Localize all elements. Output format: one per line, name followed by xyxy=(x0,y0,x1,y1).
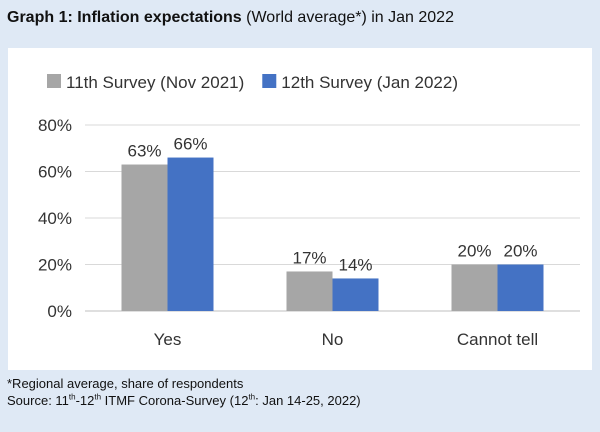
source-note: Source: 11th-12th ITMF Corona-Survey (12… xyxy=(7,392,361,409)
title-bar: Graph 1: Inflation expectations (World a… xyxy=(0,0,600,38)
source-text-2: -12 xyxy=(75,393,95,408)
bar xyxy=(121,164,168,311)
data-label: 63% xyxy=(127,142,161,161)
y-tick-label: 40% xyxy=(38,209,72,228)
source-sup-3: th xyxy=(248,392,256,402)
chart-title-rest: (World average*) in Jan 2022 xyxy=(241,9,454,26)
chart-title-bold: Graph 1: Inflation expectations xyxy=(7,9,242,26)
data-label: 20% xyxy=(457,242,491,261)
bar xyxy=(451,264,498,311)
x-tick-label: No xyxy=(322,330,344,349)
footnote: *Regional average, share of respondents xyxy=(7,376,244,391)
bar xyxy=(497,264,544,311)
footer: *Regional average, share of respondents … xyxy=(7,375,361,409)
legend-swatch xyxy=(47,74,61,88)
source-sup-1: th xyxy=(68,392,76,402)
data-label: 17% xyxy=(292,248,326,267)
data-label: 66% xyxy=(173,135,207,154)
y-tick-label: 60% xyxy=(38,163,72,182)
x-tick-label: Cannot tell xyxy=(457,330,538,349)
chart-title: Graph 1: Inflation expectations (World a… xyxy=(7,9,454,27)
source-text-4: : Jan 14-25, 2022) xyxy=(255,393,361,408)
legend-swatch xyxy=(262,74,277,88)
bar xyxy=(332,278,379,311)
legend-label: 11th Survey (Nov 2021) xyxy=(66,73,244,92)
bar xyxy=(167,157,214,311)
data-label: 20% xyxy=(503,242,537,261)
source-sup-2: th xyxy=(94,392,102,402)
y-tick-label: 20% xyxy=(38,256,72,275)
y-tick-label: 80% xyxy=(38,116,72,135)
source-text-1: Source: 11 xyxy=(7,393,69,408)
legend-label: 12th Survey (Jan 2022) xyxy=(281,73,458,92)
source-text-3: ITMF Corona-Survey (12 xyxy=(101,393,249,408)
y-tick-label: 0% xyxy=(47,302,72,321)
x-tick-label: Yes xyxy=(154,330,182,349)
plot-area xyxy=(8,48,592,370)
data-label: 14% xyxy=(338,255,372,274)
bar xyxy=(286,271,333,311)
